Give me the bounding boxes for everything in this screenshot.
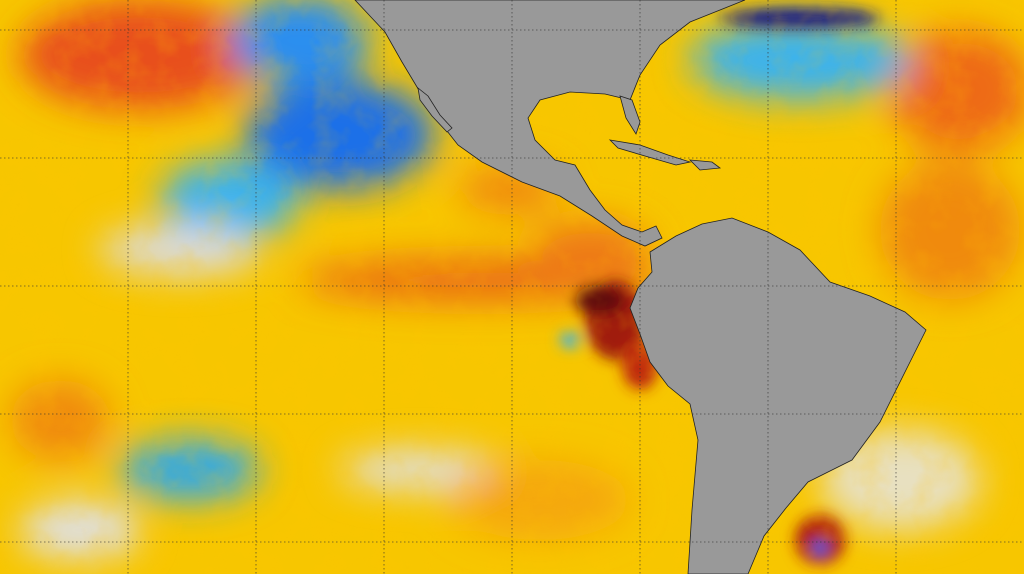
florida bbox=[619, 95, 641, 135]
hispaniola bbox=[688, 159, 722, 171]
land bbox=[354, 0, 927, 574]
cuba bbox=[608, 139, 692, 166]
south-america bbox=[629, 217, 927, 574]
north-america bbox=[354, 0, 746, 247]
baja bbox=[417, 87, 453, 133]
